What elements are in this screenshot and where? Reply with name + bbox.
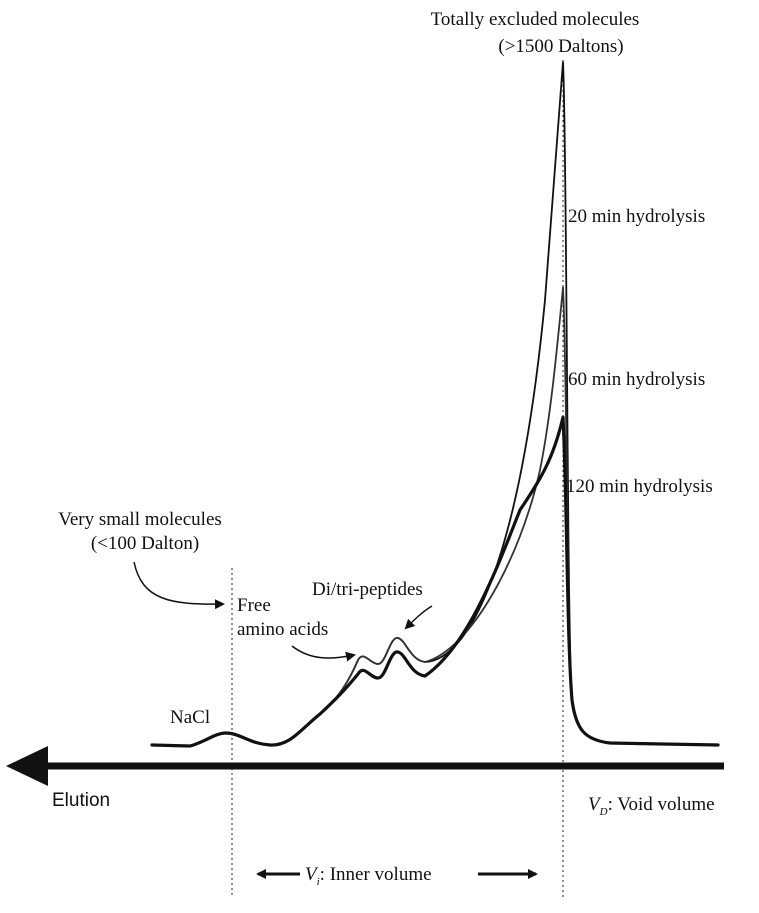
inner-volume-text: : Inner volume <box>320 864 432 885</box>
nacl-label: NaCl <box>170 707 210 728</box>
void-volume-label: VD: Void volume <box>588 794 715 818</box>
small-molecules-label-line1: Very small molecules <box>58 509 222 530</box>
elution-arrow-icon <box>6 746 48 786</box>
free-amino-acids-arrow <box>291 645 356 662</box>
void-volume-symbol: V <box>588 794 602 815</box>
free-amino-acids-label-line1: Free <box>237 595 271 616</box>
inner-volume-symbol: V <box>305 864 319 885</box>
excluded-label-line2: (>1500 Daltons) <box>498 36 623 57</box>
free-amino-acids-label-line2: amino acids <box>237 619 328 640</box>
inner-volume-subscript: i <box>317 876 320 888</box>
series-label-60min: 60 min hydrolysis <box>568 369 705 390</box>
void-volume-text: : Void volume <box>608 794 715 815</box>
small-molecules-arrow <box>133 561 225 610</box>
chromatogram-curves <box>150 61 720 748</box>
series-curve-2 <box>150 415 720 748</box>
peptides-label: Di/tri-peptides <box>312 579 423 600</box>
series-label-120min: 120 min hydrolysis <box>566 476 713 497</box>
inner-volume-label: Vi: Inner volume <box>305 864 432 888</box>
void-volume-subscript: D <box>599 806 608 818</box>
excluded-label-line1: Totally excluded molecules <box>431 9 640 30</box>
series-curve-0 <box>151 61 719 747</box>
peptides-arrow <box>404 605 433 630</box>
elution-label: Elution <box>52 790 110 811</box>
series-label-20min: 20 min hydrolysis <box>568 206 705 227</box>
small-molecules-label-line2: (<100 Dalton) <box>91 533 199 554</box>
series-curve-1 <box>151 286 719 747</box>
